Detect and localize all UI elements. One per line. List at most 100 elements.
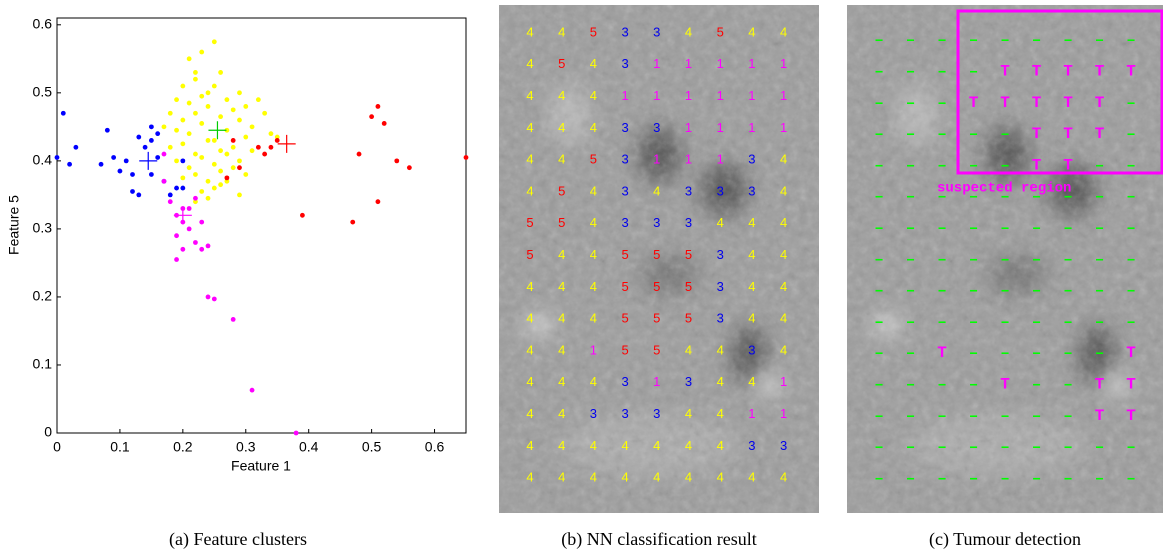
- point: [180, 83, 186, 89]
- y-tick-label: 0.5: [33, 84, 53, 100]
- detection-mark: –: [906, 407, 916, 425]
- class-label: 3: [780, 438, 787, 453]
- x-tick-label: 0.4: [299, 439, 319, 455]
- detection-mark: –: [874, 250, 884, 268]
- point: [104, 127, 110, 133]
- point: [130, 172, 135, 177]
- x-tick-label: 0: [53, 439, 61, 455]
- detection-mark: T: [1095, 407, 1105, 425]
- class-label: 4: [653, 438, 660, 453]
- detection-mark: –: [1000, 469, 1010, 487]
- detection-mark: –: [1126, 219, 1136, 237]
- point: [211, 185, 217, 191]
- point: [230, 144, 236, 150]
- centroid: [139, 151, 158, 170]
- class-label: 4: [590, 183, 597, 198]
- point: [161, 151, 167, 157]
- point: [148, 138, 154, 143]
- class-label: 5: [621, 279, 628, 294]
- class-label: 1: [717, 120, 724, 135]
- centroid: [208, 121, 227, 140]
- class-label: 3: [685, 183, 692, 198]
- point: [180, 158, 186, 164]
- class-label: 5: [558, 215, 565, 230]
- detection-mark: –: [1032, 219, 1042, 237]
- detection-mark: –: [906, 31, 916, 49]
- class-label: 4: [526, 24, 533, 39]
- detection-mark: –: [1000, 438, 1010, 456]
- class-label: 4: [590, 470, 597, 485]
- class-label: 1: [685, 152, 692, 167]
- point: [174, 97, 179, 103]
- detection-mark: –: [1095, 344, 1105, 362]
- detection-mark: –: [1095, 469, 1105, 487]
- detection-mark: –: [1032, 344, 1042, 362]
- class-label: 1: [653, 374, 660, 389]
- y-tick-label: 0.2: [33, 288, 53, 304]
- detection-mark: –: [1126, 156, 1136, 174]
- y-tick-label: 0.1: [33, 356, 53, 372]
- detection-mark: –: [906, 344, 916, 362]
- detection-mark: –: [1000, 188, 1010, 206]
- point: [300, 212, 305, 218]
- detection-mark: –: [969, 63, 979, 81]
- class-label: 4: [526, 88, 533, 103]
- point: [218, 114, 224, 120]
- detection-mark: –: [1126, 313, 1136, 331]
- detection-mark: –: [906, 250, 916, 268]
- point: [224, 151, 230, 157]
- class-label: 4: [558, 374, 565, 389]
- detection-mark: –: [1032, 313, 1042, 331]
- detection-mark: –: [969, 219, 979, 237]
- class-label: 5: [653, 247, 660, 262]
- detection-mark: –: [937, 31, 947, 49]
- class-label: 4: [780, 311, 787, 326]
- detection-mark: –: [874, 31, 884, 49]
- point: [274, 138, 280, 143]
- point: [117, 168, 123, 174]
- detection-mark: T: [1032, 94, 1042, 112]
- detection-mark: –: [1126, 31, 1136, 49]
- detection-mark: –: [1000, 219, 1010, 237]
- point: [155, 155, 161, 160]
- point: [205, 90, 211, 96]
- point: [218, 70, 224, 75]
- class-label: 3: [590, 406, 597, 421]
- point: [73, 144, 79, 150]
- class-label: 4: [685, 470, 692, 485]
- point: [381, 121, 387, 126]
- point: [262, 110, 268, 116]
- point: [237, 192, 242, 198]
- class-label: 1: [748, 406, 755, 421]
- class-label: 4: [780, 215, 787, 230]
- detection-mark: –: [937, 94, 947, 112]
- class-label: 1: [590, 342, 597, 357]
- class-label: 4: [748, 470, 755, 485]
- suspected-region-box: [956, 9, 1163, 175]
- class-label: 1: [653, 56, 660, 71]
- class-label: 4: [526, 152, 533, 167]
- class-label: 4: [748, 279, 755, 294]
- y-tick-label: 0.3: [33, 220, 53, 236]
- class-label: 4: [590, 438, 597, 453]
- detection-mark: –: [1063, 188, 1073, 206]
- class-label: 3: [653, 120, 660, 135]
- point: [199, 155, 205, 160]
- point: [237, 165, 242, 171]
- y-tick-label: 0.6: [33, 16, 53, 32]
- point: [394, 158, 400, 164]
- detection-mark: –: [1063, 469, 1073, 487]
- class-label: 5: [621, 247, 628, 262]
- class-label: 3: [748, 438, 755, 453]
- point: [54, 155, 60, 160]
- point: [211, 83, 217, 89]
- class-label: 4: [717, 438, 724, 453]
- class-label: 4: [653, 470, 660, 485]
- class-label: 4: [558, 279, 565, 294]
- detection-mark: –: [1126, 438, 1136, 456]
- point: [193, 151, 198, 157]
- class-label: 4: [590, 215, 597, 230]
- class-label: 4: [526, 342, 533, 357]
- point: [262, 151, 268, 157]
- class-label: 4: [780, 470, 787, 485]
